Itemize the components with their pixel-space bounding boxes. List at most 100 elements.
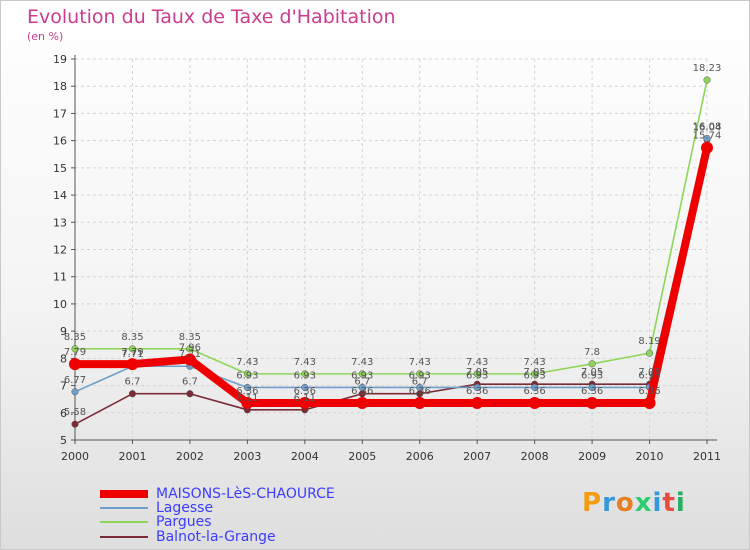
data-point [588,360,596,368]
data-point [416,370,424,378]
data-label: 6.7 [125,377,141,388]
data-label: 7.43 [294,357,316,368]
data-label: 6.93 [524,370,546,381]
x-tick-label: 2004 [291,450,319,463]
legend-swatch [100,490,148,498]
data-label: 6.36 [524,386,546,397]
y-tick-label: 6 [60,407,67,420]
x-tick-label: 2011 [693,450,721,463]
data-label: 7.79 [64,347,86,358]
data-label: 8.35 [179,332,201,343]
data-point [356,396,369,409]
data-point [528,396,541,409]
data-point [588,383,596,392]
legend-item-maisons: MAISONS-LèS-CHAOURCE [100,486,335,502]
data-label: 7.05 [638,367,660,378]
data-point [243,370,251,378]
logo-letter: t [662,488,676,518]
data-label: 6.11 [236,393,258,404]
y-tick-label: 9 [60,325,67,338]
chart-title: Evolution du Taux de Taxe d'Habitation [27,6,396,28]
y-tick-label: 19 [53,53,67,66]
y-tick-label: 16 [53,135,67,148]
data-label: 6.36 [581,386,603,397]
y-tick-label: 13 [53,216,67,229]
x-tick-label: 2000 [61,450,89,463]
data-label: 6.36 [351,386,373,397]
legend-label: Lagesse [156,500,214,516]
legend-item-pargues: Pargues [100,514,212,530]
data-label: 18.23 [693,63,722,74]
y-tick-label: 12 [53,244,67,257]
y-tick-label: 15 [53,162,67,175]
data-point [473,383,481,392]
data-point [701,141,713,154]
data-point [531,383,539,392]
data-label: 6.36 [294,386,316,397]
data-point [586,396,599,409]
unit-label: (en %) [27,30,64,43]
data-label: 7.43 [466,357,488,368]
data-point [703,76,711,84]
data-point [71,345,79,353]
data-point [241,396,254,409]
data-label: 8.19 [638,336,660,347]
data-label: 7.71 [179,349,201,360]
series-line [74,138,708,393]
data-label: 6.93 [409,370,431,381]
data-point [71,420,79,428]
data-label: 6.93 [236,370,258,381]
data-point [413,396,426,409]
data-label: 7.8 [584,347,600,358]
data-label: 6.93 [466,370,488,381]
legend-swatch [100,507,148,509]
legend-item-balnot: Balnot-la-Grange [100,529,276,545]
legend-item-lagesse: Lagesse [100,500,213,516]
data-label: 7.71 [121,349,143,360]
data-point [126,358,139,371]
proxiti-logo: Proxiti [582,488,686,518]
data-label: 6.11 [294,393,316,404]
data-point [473,370,481,378]
data-point [645,349,654,357]
y-tick-label: 5 [60,434,67,447]
data-label: 6.93 [294,370,316,381]
logo-letter: P [582,488,603,518]
legend-swatch [100,521,148,523]
data-point [358,383,366,392]
data-point [416,383,424,392]
data-label: 5.58 [64,407,86,418]
y-tick-label: 11 [53,271,67,284]
data-label: 6.36 [236,386,258,397]
data-label: 6.36 [409,386,431,397]
data-label: 7.43 [409,357,431,368]
data-point [71,388,79,396]
series-line [75,146,711,407]
logo-letter: o [615,488,635,518]
legend-label: Balnot-la-Grange [156,529,276,545]
x-tick-label: 2006 [406,450,434,463]
y-tick-label: 17 [53,107,67,120]
y-tick-label: 7 [60,380,67,393]
data-label: 8.35 [64,332,86,343]
y-tick-label: 10 [53,298,67,311]
data-label: 7.05 [581,367,603,378]
y-tick-label: 8 [60,352,67,365]
logo-letter: i [652,488,663,518]
data-label: 7.05 [524,367,546,378]
data-label: 6.7 [182,377,198,388]
legend-label: Pargues [156,514,212,530]
data-label: 6.7 [354,377,370,388]
x-tick-label: 2007 [463,450,491,463]
data-point [471,396,484,409]
data-label: 8.35 [121,332,143,343]
x-tick-label: 2002 [176,450,204,463]
data-label: 6.77 [64,375,86,386]
data-point [69,358,81,371]
data-point [128,345,137,353]
data-point [186,390,194,398]
data-point [643,396,656,409]
data-point [301,370,309,378]
data-label: 15.74 [693,131,722,142]
